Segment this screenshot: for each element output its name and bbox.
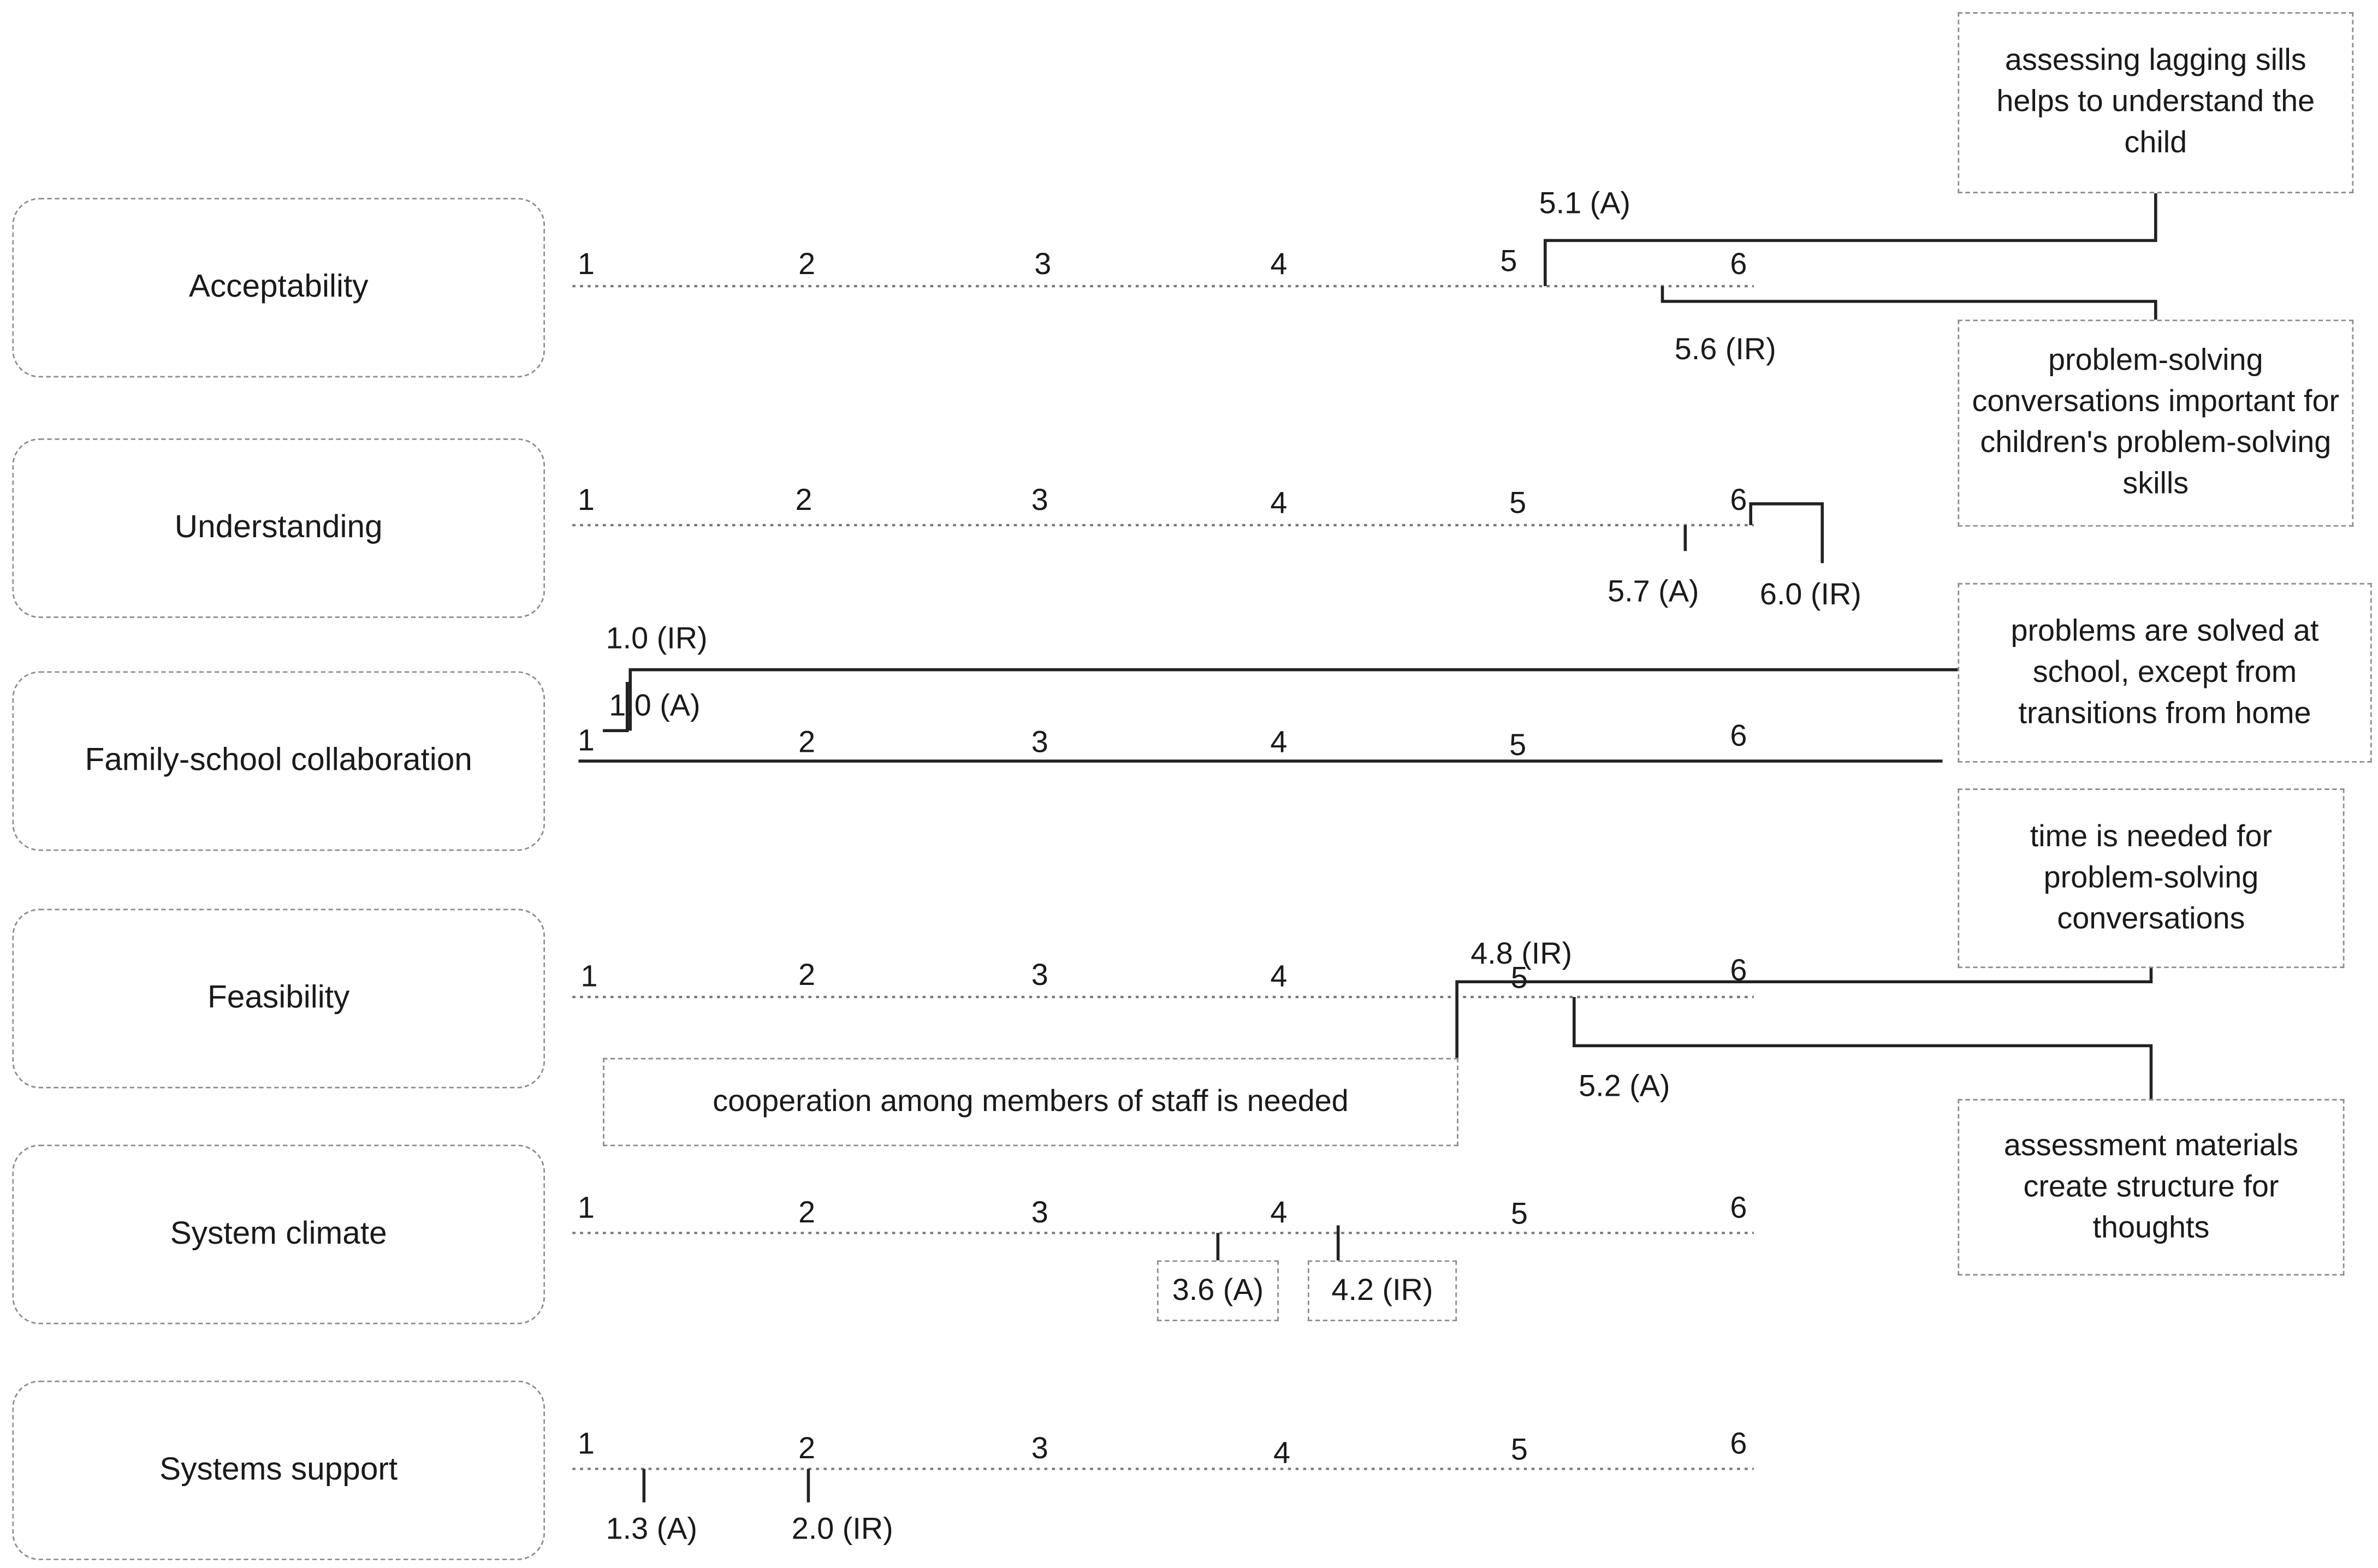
dimension-system-climate: System climate: [12, 1144, 545, 1325]
rating-collaboration-ir: 1.0 (IR): [606, 622, 708, 656]
scale-tick: 2: [798, 1432, 816, 1466]
scale-tick: 2: [798, 726, 816, 760]
rating-climate-ir: 4.2 (IR): [1307, 1260, 1457, 1321]
rating-acceptability-ir: 5.6 (IR): [1674, 333, 1776, 367]
connector-collaboration-a: [603, 682, 629, 733]
scale-tick: 6: [1730, 484, 1747, 518]
note-solved-at-school: problems are solved at school, except fr…: [1958, 583, 2372, 763]
rating-support-ir: 2.0 (IR): [791, 1513, 893, 1547]
scale-tick: 3: [1031, 484, 1048, 518]
scale-tick: 2: [798, 248, 816, 282]
connector-collaboration-ir: [628, 668, 1958, 731]
scale-tick: 4: [1270, 1196, 1288, 1230]
scale-tick: 2: [798, 1196, 816, 1230]
scale-tick: 5: [1510, 1198, 1528, 1232]
scale-tick: 4: [1270, 726, 1288, 760]
scale-tick: 4: [1270, 487, 1288, 521]
dimension-acceptability: Acceptability: [12, 198, 545, 378]
rating-climate-a: 3.6 (A): [1157, 1260, 1279, 1321]
scale-tick: 6: [1730, 720, 1747, 754]
connector-acceptability-a: [1544, 193, 2157, 287]
dimension-understanding: Understanding: [12, 438, 545, 618]
scale-tick: 3: [1031, 1196, 1048, 1230]
note-lagging-skills: assessing lagging sills helps to underst…: [1958, 12, 2354, 194]
scale-tick: 3: [1034, 248, 1052, 282]
scale-tick: 5: [1509, 487, 1527, 521]
note-time-needed: time is needed for problem-solving conve…: [1958, 788, 2345, 969]
note-problem-solving: problem-solving conversations important …: [1958, 319, 2354, 527]
rating-support-a: 1.3 (A): [606, 1513, 697, 1547]
scale-tick: 1: [577, 1192, 595, 1226]
scale-tick: 1: [577, 248, 595, 282]
scale-tick: 5: [1500, 245, 1517, 279]
scale-tick: 5: [1509, 729, 1527, 763]
scale-tick: 6: [1730, 1192, 1747, 1226]
scale-tick: 2: [798, 959, 816, 993]
scale-tick: 2: [795, 484, 813, 518]
connector-acceptability-ir: [1661, 286, 2157, 320]
rating-understanding-ir: 6.0 (IR): [1759, 578, 1861, 612]
scale-tick: 1: [577, 484, 595, 518]
rating-feasibility-a: 5.2 (A): [1579, 1070, 1670, 1104]
scale-tick: 6: [1730, 248, 1747, 282]
connector-understanding-ir: [1749, 502, 1824, 563]
scale-tick: 1: [577, 724, 595, 758]
scale-tick: 3: [1031, 1432, 1048, 1466]
connector-feasibility-ir: [1455, 968, 2153, 1058]
scale-tick: 4: [1270, 960, 1288, 994]
scale-tick: 1: [577, 1428, 595, 1462]
scale-tick: 3: [1031, 959, 1048, 993]
scale-tick: 3: [1031, 726, 1048, 760]
scale-tick: 6: [1730, 954, 1747, 988]
rating-acceptability-a: 5.1 (A): [1539, 187, 1631, 221]
rating-collaboration-a: 1.0 (A): [609, 689, 701, 723]
connector-feasibility-a: [1573, 997, 2153, 1099]
dimension-family-school-collaboration: Family-school collaboration: [12, 671, 545, 851]
scale-tick: 4: [1273, 1436, 1291, 1471]
scale-tick: 4: [1270, 248, 1288, 282]
scale-tick: 5: [1510, 962, 1528, 996]
dimension-systems-support: Systems support: [12, 1380, 545, 1560]
note-materials: assessment materials create structure fo…: [1958, 1098, 2345, 1276]
scale-tick: 6: [1730, 1428, 1747, 1462]
scale-tick: 5: [1510, 1434, 1528, 1468]
rating-feasibility-ir: 4.8 (IR): [1470, 937, 1573, 971]
rating-understanding-a: 5.7 (A): [1608, 575, 1699, 609]
dimension-feasibility: Feasibility: [12, 908, 545, 1089]
note-cooperation: cooperation among members of staff is ne…: [603, 1058, 1458, 1147]
scale-tick: 1: [580, 960, 598, 994]
